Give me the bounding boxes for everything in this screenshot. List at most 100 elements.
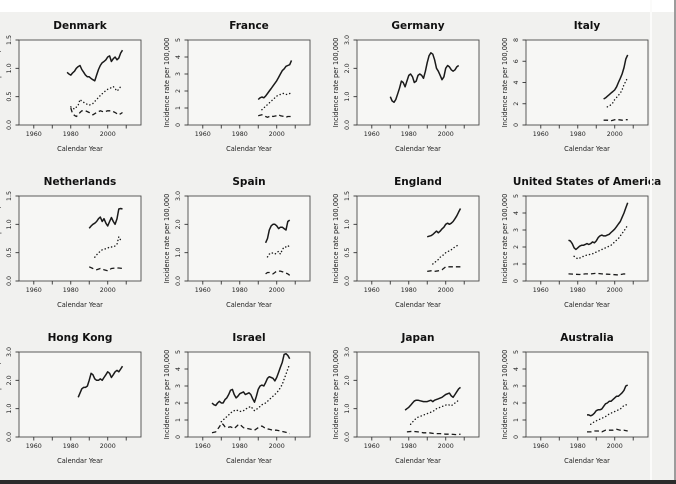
chart-panel-spain: Spain 1960 1980 2000 Calendar Year 0.0 1.0 2.0 3… xyxy=(162,168,331,324)
x-tick-label: 2000 xyxy=(269,131,285,138)
series-line-solid xyxy=(88,207,123,229)
y-tick-label: 2.0 xyxy=(175,219,182,229)
small-multiples-grid: Denmark 1960 1980 2000 Calendar Year 0.0 0.5 1.… xyxy=(0,12,676,480)
y-tick-label: 1.0 xyxy=(344,404,351,414)
y-axis-title: Incidence rate per 100,000 xyxy=(332,350,340,440)
x-axis-title: Calendar Year xyxy=(226,457,272,465)
chart-panel-denmark: Denmark 1960 1980 2000 Calendar Year 0.0 0.5 1.… xyxy=(0,12,162,168)
x-axis-title: Calendar Year xyxy=(564,301,610,309)
series-line-dashed xyxy=(427,266,461,273)
x-tick-label: 2000 xyxy=(269,287,285,294)
x-tick-label: 2000 xyxy=(100,443,116,450)
panel-title: Italy xyxy=(574,20,601,32)
series-line-solid xyxy=(257,60,293,101)
series-line-dotted xyxy=(220,363,291,423)
panel-title: Denmark xyxy=(53,20,108,32)
series-line-solid xyxy=(426,208,462,238)
y-tick-label: 4 xyxy=(175,55,182,59)
series-line-solid xyxy=(389,52,460,104)
y-tick-label: 5 xyxy=(513,350,520,354)
y-tick-label: 5 xyxy=(175,38,182,42)
x-tick-label: 1980 xyxy=(232,131,248,138)
y-tick-label: 1.0 xyxy=(175,248,182,258)
y-tick-label: 0.0 xyxy=(6,432,13,442)
x-tick-label: 1980 xyxy=(570,287,586,294)
series-line-dotted xyxy=(266,244,291,258)
y-tick-label: 2.0 xyxy=(344,375,351,385)
panel-title: United States of America xyxy=(513,176,661,188)
series-line-solid xyxy=(77,365,124,398)
y-tick-label: 0.0 xyxy=(6,276,13,286)
chart-panel-italy: Italy 1960 1980 2000 Calendar Year 0 2 4 6 8 Incid… xyxy=(500,12,669,168)
y-tick-label: 1.5 xyxy=(6,191,13,201)
chart-svg-england: England 1960 1980 2000 Calendar Year 0.0 0.5 1.… xyxy=(332,176,480,309)
y-tick-label: 2 xyxy=(513,401,520,405)
y-axis-title: Incidence rate per 100,000 xyxy=(501,350,509,440)
plot-box xyxy=(187,351,311,438)
x-tick-label: 2000 xyxy=(100,287,116,294)
chart-svg-france: France 1960 1980 2000 Calendar Year 0 1 2 3 4 5 Inc… xyxy=(163,20,311,153)
chart-panel-england: England 1960 1980 2000 Calendar Year 0.0 0.5 1.… xyxy=(331,168,500,324)
x-tick-label: 2000 xyxy=(607,287,623,294)
x-tick-label: 1980 xyxy=(63,131,79,138)
x-tick-label: 1980 xyxy=(570,443,586,450)
x-tick-label: 1980 xyxy=(401,443,417,450)
y-tick-label: 5 xyxy=(513,194,520,198)
y-tick-label: 4 xyxy=(175,367,182,371)
x-tick-label: 1960 xyxy=(364,131,380,138)
y-tick-label: 3 xyxy=(513,228,520,232)
x-tick-label: 1980 xyxy=(401,131,417,138)
top-whitespace xyxy=(0,0,676,12)
y-tick-label: 1.5 xyxy=(6,35,13,45)
chart-svg-netherlands: Netherlands 1960 1980 2000 Calendar Year 0.0 0… xyxy=(0,176,142,309)
x-tick-label: 2000 xyxy=(438,131,454,138)
chart-panel-japan: Japan 1960 1980 2000 Calendar Year 0.0 1.0 2.0 3… xyxy=(331,324,500,480)
x-tick-label: 1980 xyxy=(232,287,248,294)
series-line-solid xyxy=(568,202,629,251)
chart-panel-france: France 1960 1980 2000 Calendar Year 0 1 2 3 4 5 Inc… xyxy=(162,12,331,168)
plot-box xyxy=(187,195,311,282)
series-line-dotted xyxy=(261,92,293,111)
y-tick-label: 2 xyxy=(175,401,182,405)
chart-svg-israel: Israel 1960 1980 2000 Calendar Year 0 1 2 3 4 5 Inc… xyxy=(163,332,311,465)
x-tick-label: 1960 xyxy=(533,443,549,450)
x-tick-label: 1960 xyxy=(533,131,549,138)
x-tick-label: 1960 xyxy=(195,443,211,450)
series-line-dashed xyxy=(211,422,290,435)
y-tick-label: 1.0 xyxy=(6,219,13,229)
series-line-dotted xyxy=(94,236,122,258)
y-tick-label: 3.0 xyxy=(6,347,13,357)
y-tick-label: 0 xyxy=(513,435,520,439)
panel-title: Israel xyxy=(232,332,265,344)
x-axis-title: Calendar Year xyxy=(226,301,272,309)
series-line-solid xyxy=(211,352,291,407)
y-tick-label: 2 xyxy=(513,102,520,106)
y-axis-title: Incidence rate per 100,000 xyxy=(163,194,171,284)
series-line-solid xyxy=(264,219,291,244)
y-tick-label: 3.0 xyxy=(175,191,182,201)
plot-box xyxy=(18,195,142,282)
chart-svg-denmark: Denmark 1960 1980 2000 Calendar Year 0.0 0.5 1.… xyxy=(0,20,142,153)
y-tick-label: 1.5 xyxy=(344,191,351,201)
x-axis-title: Calendar Year xyxy=(395,301,441,309)
y-tick-label: 8 xyxy=(513,38,520,42)
y-axis-title: Incidence rate per 100,000 xyxy=(332,38,340,128)
x-tick-label: 1960 xyxy=(195,287,211,294)
series-line-dashed xyxy=(603,119,628,122)
series-line-dashed xyxy=(88,266,123,272)
y-axis-title: Incidence rate per 100,000 xyxy=(501,194,509,284)
series-line-dotted xyxy=(606,76,629,108)
right-edge-highlight xyxy=(650,0,652,480)
series-line-solid xyxy=(587,384,629,417)
y-tick-label: 2 xyxy=(175,89,182,93)
y-tick-label: 1.0 xyxy=(6,404,13,414)
y-tick-label: 4 xyxy=(513,211,520,215)
chart-panel-germany: Germany 1960 1980 2000 Calendar Year 0.0 1.0 2.… xyxy=(331,12,500,168)
y-tick-label: 3.0 xyxy=(344,35,351,45)
chart-panel-united-states-of-america: United States of America 1960 1980 2000 Cale… xyxy=(500,168,669,324)
panel-title: Australia xyxy=(560,332,613,344)
x-axis-title: Calendar Year xyxy=(226,145,272,153)
x-axis-title: Calendar Year xyxy=(395,145,441,153)
x-tick-label: 2000 xyxy=(269,443,285,450)
y-tick-label: 3 xyxy=(175,72,182,76)
